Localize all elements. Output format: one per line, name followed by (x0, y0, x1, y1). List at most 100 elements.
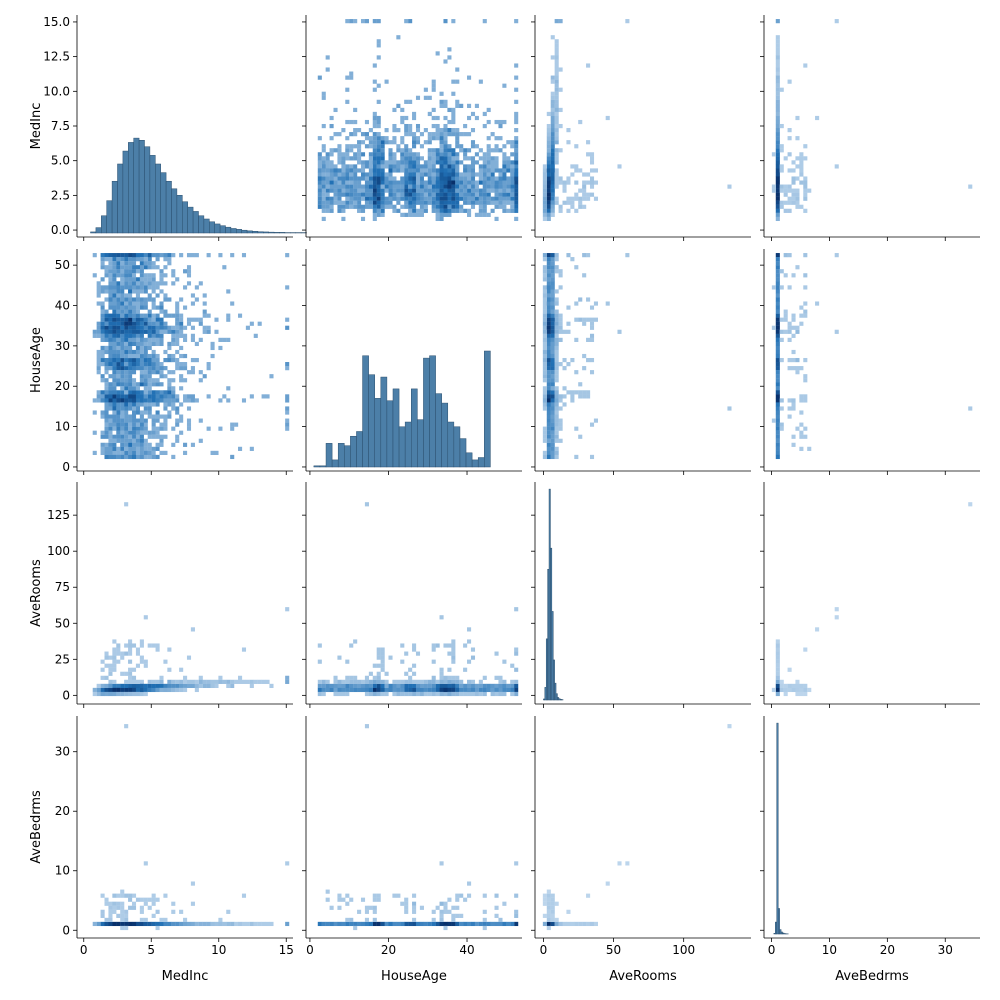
hist2d-cell (112, 337, 117, 342)
hist2d-cell (799, 683, 804, 689)
hist2d-cell (582, 180, 587, 185)
hist2d-cell (163, 921, 168, 927)
hist2d-cell (108, 446, 113, 451)
hist2d-cell (799, 164, 804, 169)
hist2d-cell (353, 107, 358, 113)
hist2d-cell (775, 402, 780, 407)
hist2d-cell (791, 196, 796, 201)
hist2d-cell (167, 313, 172, 318)
hist2d-cell (498, 123, 503, 129)
hist2d-cell (408, 192, 413, 197)
hist2d-cell (131, 691, 137, 697)
hist2d-cell (558, 438, 563, 443)
hist2d-cell (333, 180, 338, 185)
hist2d-cell (459, 196, 464, 201)
y-tick-label: 50 (55, 258, 70, 272)
hist2d-cell (554, 148, 559, 153)
hist2d-cell (345, 164, 350, 169)
hist2d-cell (435, 132, 440, 137)
hist2d-cell (415, 208, 421, 213)
hist2d-cell (455, 172, 460, 177)
hist2d-cell (112, 285, 117, 290)
hist2d-cell (787, 208, 792, 213)
hist2d-cell (775, 337, 780, 342)
hist2d-cell (546, 921, 551, 927)
hist2d-cell (198, 321, 203, 326)
hist2d-cell (502, 184, 507, 189)
hist2d-cell (285, 675, 290, 680)
hist2d-cell (321, 921, 326, 927)
hist2d-cell (202, 325, 207, 330)
hist2d-cell (139, 301, 144, 306)
hist2d-cell (404, 160, 409, 165)
hist2d-cell (550, 438, 555, 443)
hist2d-cell (139, 659, 144, 664)
hist2d-cell (463, 152, 468, 157)
hist2d-cell (139, 277, 144, 282)
histogram-bar (313, 465, 321, 468)
hist2d-cell (427, 95, 432, 100)
hist2d-cell (451, 687, 456, 693)
hist2d-cell (108, 442, 113, 447)
hist2d-cell (578, 188, 583, 193)
hist2d-cell (376, 148, 381, 153)
hist2d-cell (194, 687, 199, 693)
hist2d-cell (179, 253, 184, 258)
hist2d-cell (775, 43, 780, 48)
hist2d-cell (139, 390, 144, 395)
hist2d-cell (337, 687, 342, 693)
hist2d-cell (163, 394, 168, 399)
hist2d-cell (372, 893, 377, 898)
hist2d-cell (222, 337, 227, 342)
hist2d-cell (392, 128, 397, 133)
histogram-bar (331, 459, 339, 468)
hist2d-cell (582, 196, 587, 201)
hist2d-cell (396, 144, 401, 149)
hist2d-cell (546, 297, 551, 302)
hist2d-cell (727, 184, 732, 189)
hist2d-cell (238, 675, 243, 680)
hist2d-cell (593, 301, 598, 306)
hist2d-cell (198, 675, 203, 680)
hist2d-cell (341, 192, 346, 197)
hist2d-cell (186, 422, 192, 427)
hist2d-cell (364, 200, 369, 205)
hist2d-cell (325, 897, 330, 902)
hist2d-cell (364, 675, 369, 680)
hist2d-cell (795, 204, 800, 209)
hist2d-cell (404, 905, 409, 910)
hist2d-cell (427, 172, 432, 177)
hist2d-cell (408, 148, 413, 153)
hist2d-cell (582, 188, 587, 193)
hist2d-cell (510, 180, 515, 185)
hist2d-cell (116, 378, 121, 383)
hist2d-cell (143, 442, 148, 447)
hist2d-cell (775, 257, 780, 262)
hist2d-cell (353, 119, 358, 125)
hist2d-cell (163, 406, 168, 411)
hist2d-cell (415, 172, 421, 177)
hist2d-cell (357, 148, 362, 153)
hist2d-cell (139, 639, 144, 644)
hist2d-cell (510, 176, 515, 181)
hist2d-cell (116, 293, 121, 298)
hist2d-cell (542, 204, 547, 209)
hist2d-cell (337, 144, 342, 149)
hist2d-cell (419, 196, 424, 201)
hist2d-cell (593, 317, 598, 322)
hist2d-cell (128, 317, 133, 322)
hist2d-cell (116, 289, 121, 294)
hist2d-cell (108, 667, 113, 672)
hist2d-cell (92, 687, 97, 693)
hist2d-cell (431, 87, 436, 92)
hist2d-cell (135, 313, 140, 318)
hist2d-cell (357, 204, 362, 209)
hist2d-cell (968, 502, 973, 507)
hist2d-cell (412, 204, 417, 209)
hist2d-cell (159, 269, 164, 274)
hist2d-cell (206, 921, 211, 927)
hist2d-cell (408, 212, 413, 217)
hist2d-cell (179, 667, 184, 672)
hist2d-cell (372, 663, 377, 668)
hist2d-cell (451, 184, 456, 189)
